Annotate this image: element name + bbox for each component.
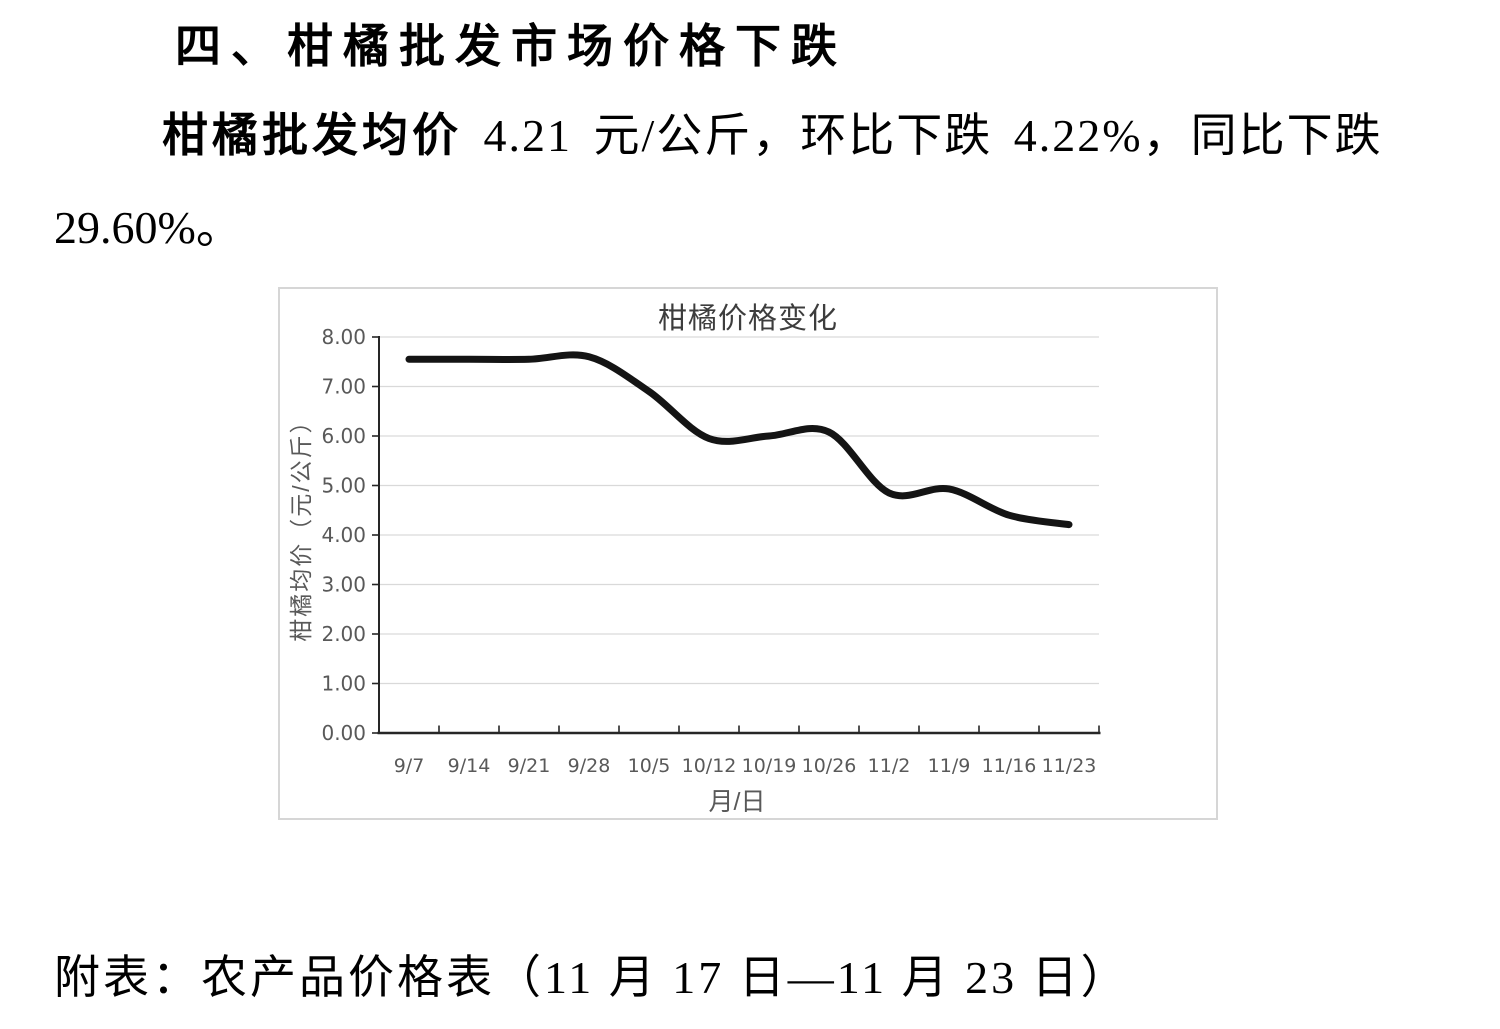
y-axis-tick-label: 1.00: [321, 672, 366, 696]
paragraph-bold-lead: 柑橘批发均价: [162, 110, 462, 161]
y-axis-tick-label: 5.00: [321, 474, 366, 498]
y-axis-tick-label: 0.00: [321, 721, 366, 745]
y-axis-tick-label: 2.00: [321, 622, 366, 646]
y-axis-tick-label: 3.00: [321, 573, 366, 597]
x-axis-tick-label: 9/28: [568, 755, 611, 777]
y-axis-tick-label: 6.00: [321, 424, 366, 448]
x-axis-tick-label: 11/23: [1042, 755, 1097, 777]
citrus-price-chart: 柑橘价格变化 柑橘均价（元/公斤） 0.00 1.00 2.00 3.00 4.00 5.…: [278, 287, 1218, 820]
x-axis-tick-label: 9/14: [448, 755, 491, 777]
y-axis-tick-label: 4.00: [321, 523, 366, 547]
x-axis-tick-label: 10/19: [742, 755, 797, 777]
line-plot-canvas: 0.00 1.00 2.00 3.00 4.00 5.00 6.00 7.00 8.00 9/7 9…: [321, 325, 1101, 777]
x-axis-tick-label: 11/2: [868, 755, 911, 777]
y-axis-tick-label: 7.00: [321, 375, 366, 399]
x-axis-tick-label: 11/9: [928, 755, 971, 777]
price-series-line: [405, 351, 1073, 529]
paragraph-line-2: 29.60%。: [54, 202, 242, 253]
appendix-note: 附表：农产品价格表（11 月 17 日—11 月 23 日）: [54, 952, 1130, 1003]
x-axis-tick-label: 11/16: [982, 755, 1037, 777]
x-axis-tick-label: 9/7: [394, 755, 425, 777]
x-axis-tick-label: 9/21: [508, 755, 551, 777]
paragraph-line-1-rest: 4.21 元/公斤，环比下跌 4.22%，同比下跌: [462, 110, 1383, 161]
paragraph-line-1: 柑橘批发均价 4.21 元/公斤，环比下跌 4.22%，同比下跌: [162, 110, 1383, 163]
x-axis-tick-label: 10/12: [682, 755, 737, 777]
x-axis-title: 月/日: [708, 788, 766, 816]
section-heading: 四、柑橘批发市场价格下跌: [175, 20, 847, 72]
chart-title: 柑橘价格变化: [657, 303, 838, 335]
x-axis-tick-label: 10/26: [802, 755, 857, 777]
x-axis-tick-label: 10/5: [628, 755, 671, 777]
y-axis-tick-label: 8.00: [321, 325, 366, 349]
